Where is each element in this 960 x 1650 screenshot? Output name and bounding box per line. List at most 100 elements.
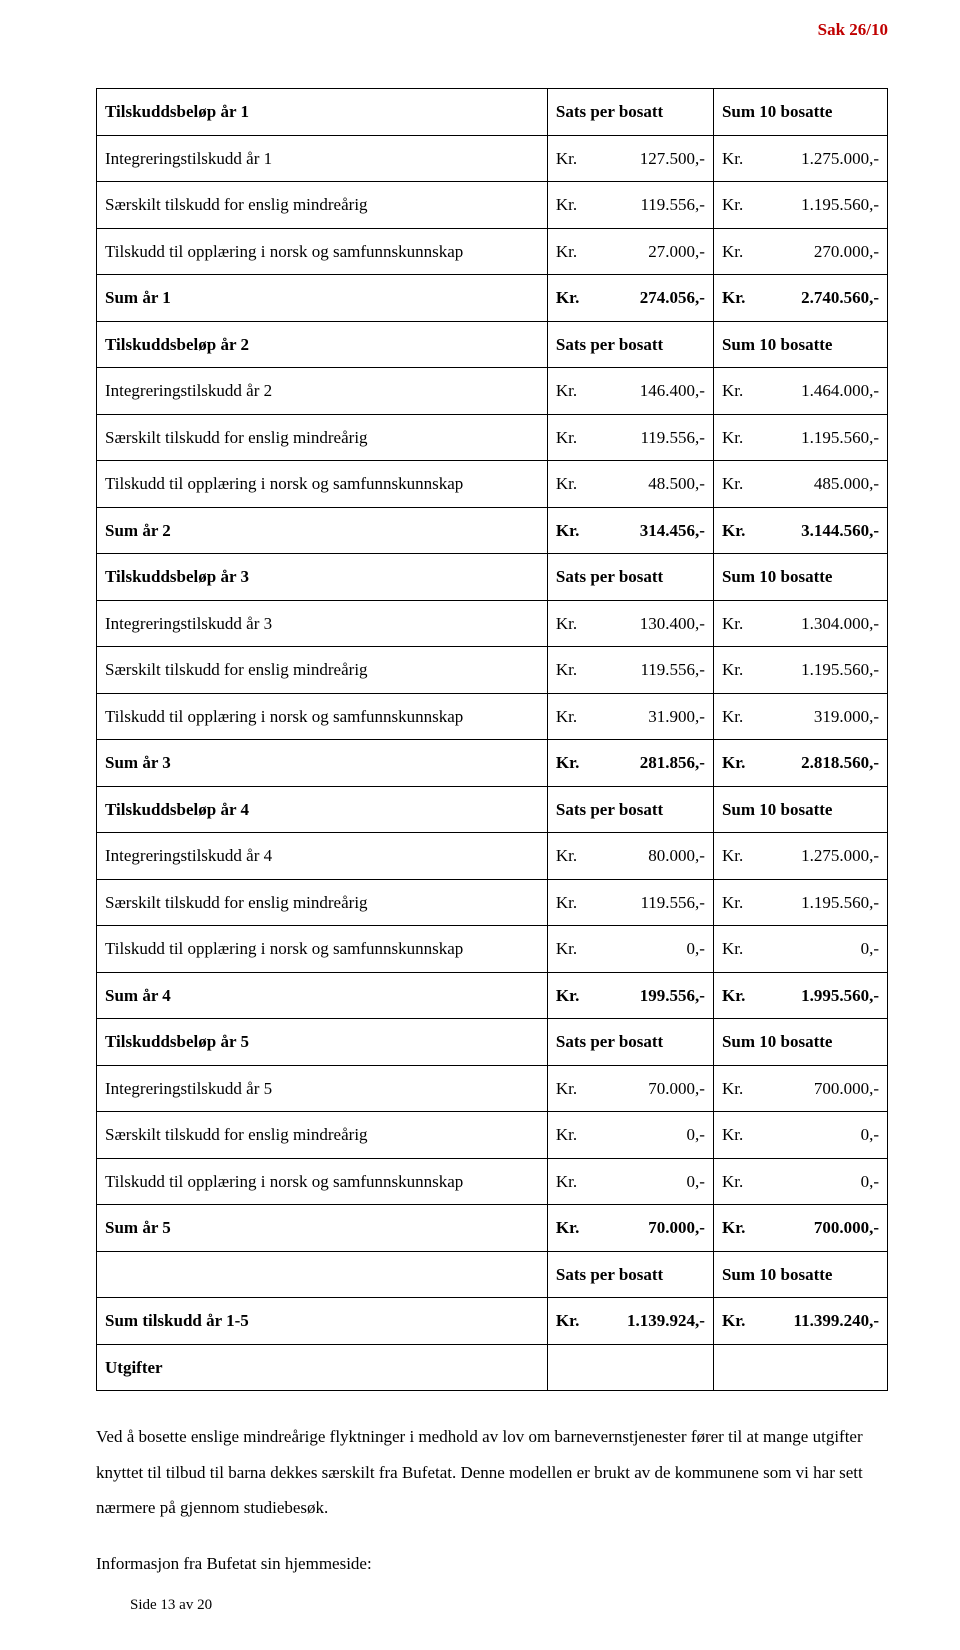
table-row: Særskilt tilskudd for enslig mindreårigK… (97, 1112, 888, 1159)
table-row: Integreringstilskudd år 1Kr.127.500,-Kr.… (97, 135, 888, 182)
table-cell: Tilskuddsbeløp år 5 (97, 1019, 548, 1066)
table-cell: Kr.119.556,- (547, 879, 713, 926)
table-cell: Kr.119.556,- (547, 414, 713, 461)
table-row: Tilskudd til opplæring i norsk og samfun… (97, 693, 888, 740)
table-row: Utgifter (97, 1344, 888, 1391)
table-cell: Kr.314.456,- (547, 507, 713, 554)
table-cell: Sum år 4 (97, 972, 548, 1019)
paragraph-2: Informasjon fra Bufetat sin hjemmeside: (96, 1546, 888, 1582)
table-cell: Sum 10 bosatte (713, 89, 887, 136)
table-row: Integreringstilskudd år 4Kr.80.000,-Kr.1… (97, 833, 888, 880)
table-cell: Kr.70.000,- (547, 1065, 713, 1112)
table-row: Tilskudd til opplæring i norsk og samfun… (97, 926, 888, 973)
table-cell: Tilskudd til opplæring i norsk og samfun… (97, 926, 548, 973)
table-cell: Kr.127.500,- (547, 135, 713, 182)
table-cell: Kr.700.000,- (713, 1065, 887, 1112)
table-cell: Sum år 5 (97, 1205, 548, 1252)
table-cell: Kr.0,- (713, 1158, 887, 1205)
table-cell: Kr.27.000,- (547, 228, 713, 275)
table-row: Tilskudd til opplæring i norsk og samfun… (97, 1158, 888, 1205)
table-cell: Kr.130.400,- (547, 600, 713, 647)
table-row: Integreringstilskudd år 2Kr.146.400,-Kr.… (97, 368, 888, 415)
table-cell: Særskilt tilskudd for enslig mindreårig (97, 647, 548, 694)
table-row: Sum tilskudd år 1-5Kr.1.139.924,-Kr.11.3… (97, 1298, 888, 1345)
table-cell: Tilskudd til opplæring i norsk og samfun… (97, 228, 548, 275)
table-cell (97, 1251, 548, 1298)
table-cell: Sum 10 bosatte (713, 554, 887, 601)
table-cell: Sum tilskudd år 1-5 (97, 1298, 548, 1345)
table-row: Sum år 1Kr.274.056,-Kr.2.740.560,- (97, 275, 888, 322)
page-footer: Side 13 av 20 (130, 1597, 212, 1614)
table-cell: Særskilt tilskudd for enslig mindreårig (97, 182, 548, 229)
table-cell: Kr.119.556,- (547, 182, 713, 229)
table-row: Sum år 4Kr.199.556,-Kr.1.995.560,- (97, 972, 888, 1019)
table-row: Tilskudd til opplæring i norsk og samfun… (97, 461, 888, 508)
table-cell: Sum 10 bosatte (713, 1019, 887, 1066)
table-cell: Kr.1.195.560,- (713, 182, 887, 229)
table-cell: Kr.31.900,- (547, 693, 713, 740)
table-cell: Integreringstilskudd år 4 (97, 833, 548, 880)
table-cell: Særskilt tilskudd for enslig mindreårig (97, 879, 548, 926)
table-row: Sum år 5Kr.70.000,-Kr.700.000,- (97, 1205, 888, 1252)
table-cell: Sats per bosatt (547, 554, 713, 601)
table-cell: Kr.2.740.560,- (713, 275, 887, 322)
table-cell: Tilskudd til opplæring i norsk og samfun… (97, 1158, 548, 1205)
tilskudd-table: Tilskuddsbeløp år 1Sats per bosattSum 10… (96, 88, 888, 1391)
table-cell: Kr.70.000,- (547, 1205, 713, 1252)
table-cell: Kr.1.195.560,- (713, 879, 887, 926)
table-cell: Tilskuddsbeløp år 4 (97, 786, 548, 833)
table-row: Særskilt tilskudd for enslig mindreårigK… (97, 879, 888, 926)
table-cell: Kr.119.556,- (547, 647, 713, 694)
table-cell: Sats per bosatt (547, 1019, 713, 1066)
table-cell: Kr.48.500,- (547, 461, 713, 508)
body-text: Ved å bosette enslige mindreårige flyktn… (96, 1419, 888, 1582)
table-cell: Kr.1.275.000,- (713, 135, 887, 182)
table-cell: Kr.485.000,- (713, 461, 887, 508)
table-cell: Kr.2.818.560,- (713, 740, 887, 787)
table-cell: Integreringstilskudd år 1 (97, 135, 548, 182)
table-row: Særskilt tilskudd for enslig mindreårigK… (97, 647, 888, 694)
table-row: Særskilt tilskudd for enslig mindreårigK… (97, 414, 888, 461)
table-cell: Kr.0,- (713, 1112, 887, 1159)
table-cell: Kr.199.556,- (547, 972, 713, 1019)
table-cell: Kr.0,- (547, 1112, 713, 1159)
table-row: Tilskudd til opplæring i norsk og samfun… (97, 228, 888, 275)
table-cell: Kr.274.056,- (547, 275, 713, 322)
table-cell: Tilskudd til opplæring i norsk og samfun… (97, 461, 548, 508)
table-row: Tilskuddsbeløp år 5Sats per bosattSum 10… (97, 1019, 888, 1066)
table-cell: Særskilt tilskudd for enslig mindreårig (97, 414, 548, 461)
table-cell: Kr.1.275.000,- (713, 833, 887, 880)
table-cell: Sum 10 bosatte (713, 321, 887, 368)
table-cell: Kr.319.000,- (713, 693, 887, 740)
table-cell: Integreringstilskudd år 3 (97, 600, 548, 647)
table-cell: Kr.700.000,- (713, 1205, 887, 1252)
table-cell: Tilskuddsbeløp år 2 (97, 321, 548, 368)
table-cell: Sats per bosatt (547, 89, 713, 136)
table-row: Særskilt tilskudd for enslig mindreårigK… (97, 182, 888, 229)
table-cell: Kr.1.139.924,- (547, 1298, 713, 1345)
table-cell: Sum år 1 (97, 275, 548, 322)
paragraph-1: Ved å bosette enslige mindreårige flyktn… (96, 1419, 888, 1526)
table-row: Tilskuddsbeløp år 1Sats per bosattSum 10… (97, 89, 888, 136)
table-cell: Kr.1.195.560,- (713, 647, 887, 694)
table-cell: Kr.3.144.560,- (713, 507, 887, 554)
table-cell (547, 1344, 713, 1391)
table-row: Tilskuddsbeløp år 3Sats per bosattSum 10… (97, 554, 888, 601)
table-cell: Sum 10 bosatte (713, 786, 887, 833)
table-cell: Sum år 3 (97, 740, 548, 787)
table-cell: Kr.11.399.240,- (713, 1298, 887, 1345)
table-cell: Integreringstilskudd år 2 (97, 368, 548, 415)
table-cell: Kr.1.464.000,- (713, 368, 887, 415)
table-row: Integreringstilskudd år 3Kr.130.400,-Kr.… (97, 600, 888, 647)
table-cell (713, 1344, 887, 1391)
table-cell: Kr.0,- (547, 926, 713, 973)
table-cell: Kr.1.195.560,- (713, 414, 887, 461)
table-cell: Sum år 2 (97, 507, 548, 554)
table-row: Sum år 3Kr.281.856,-Kr.2.818.560,- (97, 740, 888, 787)
table-cell: Kr.281.856,- (547, 740, 713, 787)
table-cell: Utgifter (97, 1344, 548, 1391)
table-cell: Sats per bosatt (547, 1251, 713, 1298)
table-cell: Tilskuddsbeløp år 3 (97, 554, 548, 601)
table-row: Tilskuddsbeløp år 4Sats per bosattSum 10… (97, 786, 888, 833)
table-row: Tilskuddsbeløp år 2Sats per bosattSum 10… (97, 321, 888, 368)
